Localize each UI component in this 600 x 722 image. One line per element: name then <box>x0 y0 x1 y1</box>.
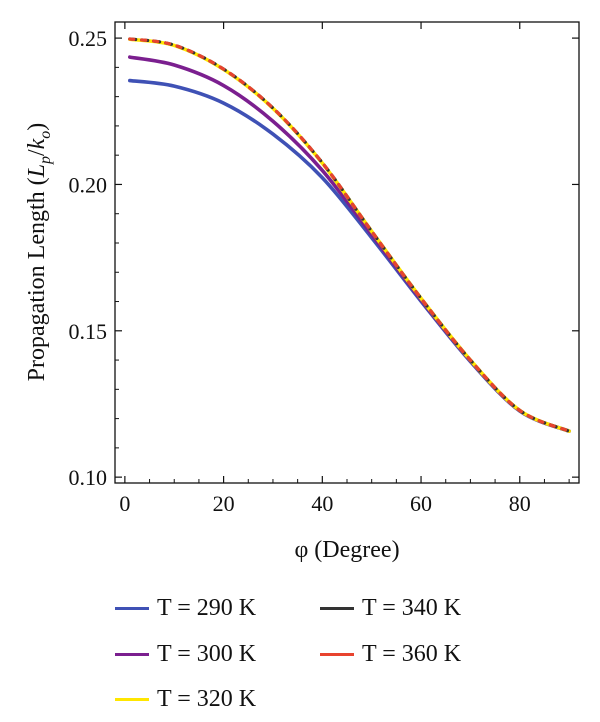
x-tick-label: 60 <box>410 491 432 516</box>
x-tick-label: 0 <box>119 491 130 516</box>
y-tick-label: 0.15 <box>69 319 108 344</box>
plot-frame <box>114 21 580 484</box>
y-tick-label: 0.25 <box>69 26 108 51</box>
series-line-320k <box>128 37 571 433</box>
x-axis-title: φ (Degree) <box>294 537 399 563</box>
x-tick-label: 40 <box>311 491 333 516</box>
y-tick-label: 0.20 <box>69 172 108 197</box>
y-axis-title: Propagation Length (Lp/ko) <box>24 123 54 382</box>
series-line-360k <box>128 37 571 433</box>
y-tick-label: 0.10 <box>69 465 108 490</box>
x-tick-label: 20 <box>213 491 235 516</box>
x-tick-label: 80 <box>509 491 531 516</box>
series-line-290k <box>128 78 571 433</box>
series-line-300k <box>128 55 571 433</box>
series-lines <box>128 37 571 433</box>
series-line-340k <box>128 37 571 433</box>
axis-ticks: 0 20 40 60 80 0.10 0.15 0.20 0.25 <box>69 22 579 516</box>
